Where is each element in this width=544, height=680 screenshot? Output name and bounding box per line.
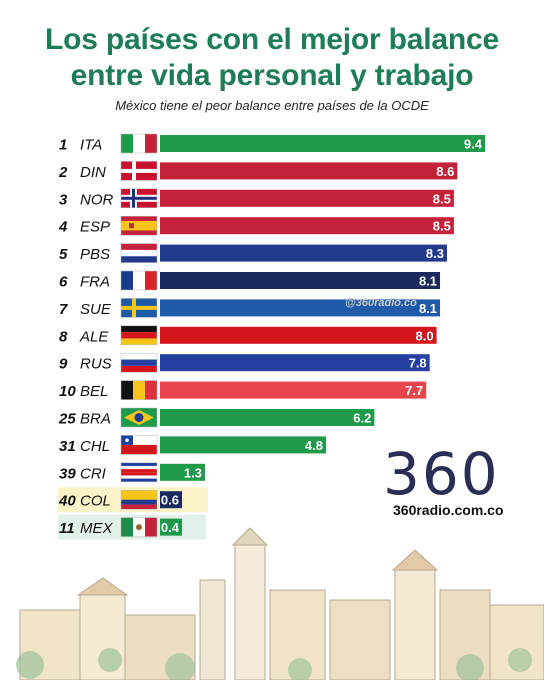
category-label: ESP — [80, 219, 110, 236]
bar-row-ale: 8 ALE 8.0 — [59, 325, 437, 346]
category-label: SUE — [80, 301, 112, 318]
bar-row-ita: 1 ITA 9.4 — [59, 133, 485, 154]
flag-costa-rica — [120, 462, 158, 483]
flag-russia — [120, 352, 158, 373]
chart-title: Los países con el mejor balance entre vi… — [0, 22, 544, 94]
flag-spain — [120, 215, 158, 236]
bar — [160, 463, 205, 481]
chart-title-line2: entre vida personal y trabajo — [70, 59, 474, 92]
rank-label: 5 — [59, 246, 68, 263]
category-label: BRA — [80, 411, 111, 428]
flag-italy — [120, 133, 158, 154]
rank-label: 31 — [59, 438, 76, 455]
flag-brazil — [120, 407, 158, 428]
bar — [160, 354, 430, 372]
rank-label: 40 — [58, 493, 76, 510]
bar — [160, 491, 182, 509]
value-label: 1.3 — [184, 465, 202, 480]
value-label: 7.8 — [409, 356, 427, 371]
bar-row-nor: 3 NOR 8.5 — [59, 188, 454, 209]
bar-row-esp: 4 ESP 8.5 — [58, 215, 454, 236]
flag-france — [120, 270, 158, 291]
category-label: MEX — [80, 520, 114, 537]
bar — [160, 409, 375, 426]
bar — [160, 272, 441, 289]
bar-row-sue: 7 SUE 8.1 — [59, 298, 441, 318]
chart-subtitle: México tiene el peor balance entre paíse… — [115, 98, 429, 113]
bar — [160, 436, 326, 454]
flag-colombia — [120, 489, 158, 510]
category-label: ITA — [80, 137, 102, 154]
bar — [160, 217, 454, 235]
rank-label: 4 — [58, 219, 68, 236]
category-label: COL — [80, 493, 111, 510]
rank-label: 8 — [59, 328, 68, 345]
bar-row-pbs: 5 PBS 8.3 — [59, 243, 447, 263]
bar — [160, 299, 441, 317]
city-illustration — [16, 527, 544, 680]
category-label: PBS — [80, 246, 110, 263]
bar — [160, 189, 454, 207]
bar — [160, 326, 437, 344]
rank-label: 3 — [59, 191, 68, 208]
bar-row-rus: 9 RUS 7.8 — [59, 352, 430, 373]
brand-site: 360radio.com.co — [393, 502, 504, 518]
flag-chile — [120, 435, 158, 455]
chart-title-line1: Los países con el mejor balance — [45, 23, 499, 56]
rank-label: 6 — [59, 274, 68, 291]
rank-label: 7 — [59, 301, 68, 318]
category-label: BEL — [80, 383, 108, 400]
bar-row-cri: 39 CRI 1.3 — [59, 462, 205, 483]
flag-netherlands — [120, 243, 158, 263]
value-label: 0.6 — [161, 493, 179, 508]
category-label: NOR — [80, 191, 114, 208]
brand-logo: 360 — [383, 440, 500, 508]
value-label: 8.6 — [436, 164, 454, 179]
bar-row-mex: 11 MEX 0.4 — [58, 514, 206, 540]
bar-row-fra: 6 FRA 8.1 — [59, 270, 441, 291]
bar — [160, 162, 458, 180]
category-label: FRA — [80, 274, 110, 291]
value-label: 8.1 — [419, 301, 437, 316]
flag-sweden — [120, 298, 158, 318]
watermark: @360radio.co — [345, 297, 417, 309]
bar-row-din: 2 DIN 8.6 — [58, 161, 458, 181]
bar-row-chl: 31 CHL 4.8 — [59, 435, 326, 455]
value-label: 8.5 — [433, 219, 451, 234]
value-label: 8.0 — [416, 328, 434, 343]
flag-belgium — [120, 380, 158, 400]
value-label: 8.5 — [433, 191, 451, 206]
bar — [160, 518, 182, 536]
value-label: 7.7 — [405, 383, 423, 398]
bar — [160, 381, 427, 399]
bar-row-col: 40 COL 0.6 — [58, 487, 208, 513]
rank-label: 1 — [59, 137, 67, 154]
category-label: CRI — [80, 465, 106, 482]
rank-label: 10 — [59, 383, 76, 400]
flag-mexico — [120, 517, 158, 537]
value-label: 8.1 — [419, 274, 437, 289]
value-label: 6.2 — [353, 411, 371, 426]
flag-norway — [120, 188, 158, 209]
bar-row-bra: 25 BRA 6.2 — [58, 407, 375, 428]
value-label: 8.3 — [426, 246, 444, 261]
bar — [160, 244, 447, 262]
value-label: 0.4 — [161, 520, 180, 535]
value-label: 4.8 — [305, 438, 323, 453]
category-label: DIN — [80, 164, 106, 181]
bar — [160, 135, 485, 152]
bar-row-bel: 10 BEL 7.7 — [59, 380, 427, 400]
category-label: RUS — [80, 356, 112, 373]
rank-label: 11 — [59, 520, 75, 537]
rank-label: 2 — [58, 164, 68, 181]
rank-label: 25 — [58, 411, 76, 428]
category-label: ALE — [79, 328, 109, 345]
category-label: CHL — [80, 438, 110, 455]
value-label: 9.4 — [464, 137, 483, 152]
flag-germany — [120, 325, 158, 346]
rank-label: 9 — [59, 356, 68, 373]
flag-denmark — [120, 161, 158, 181]
rank-label: 39 — [59, 465, 76, 482]
